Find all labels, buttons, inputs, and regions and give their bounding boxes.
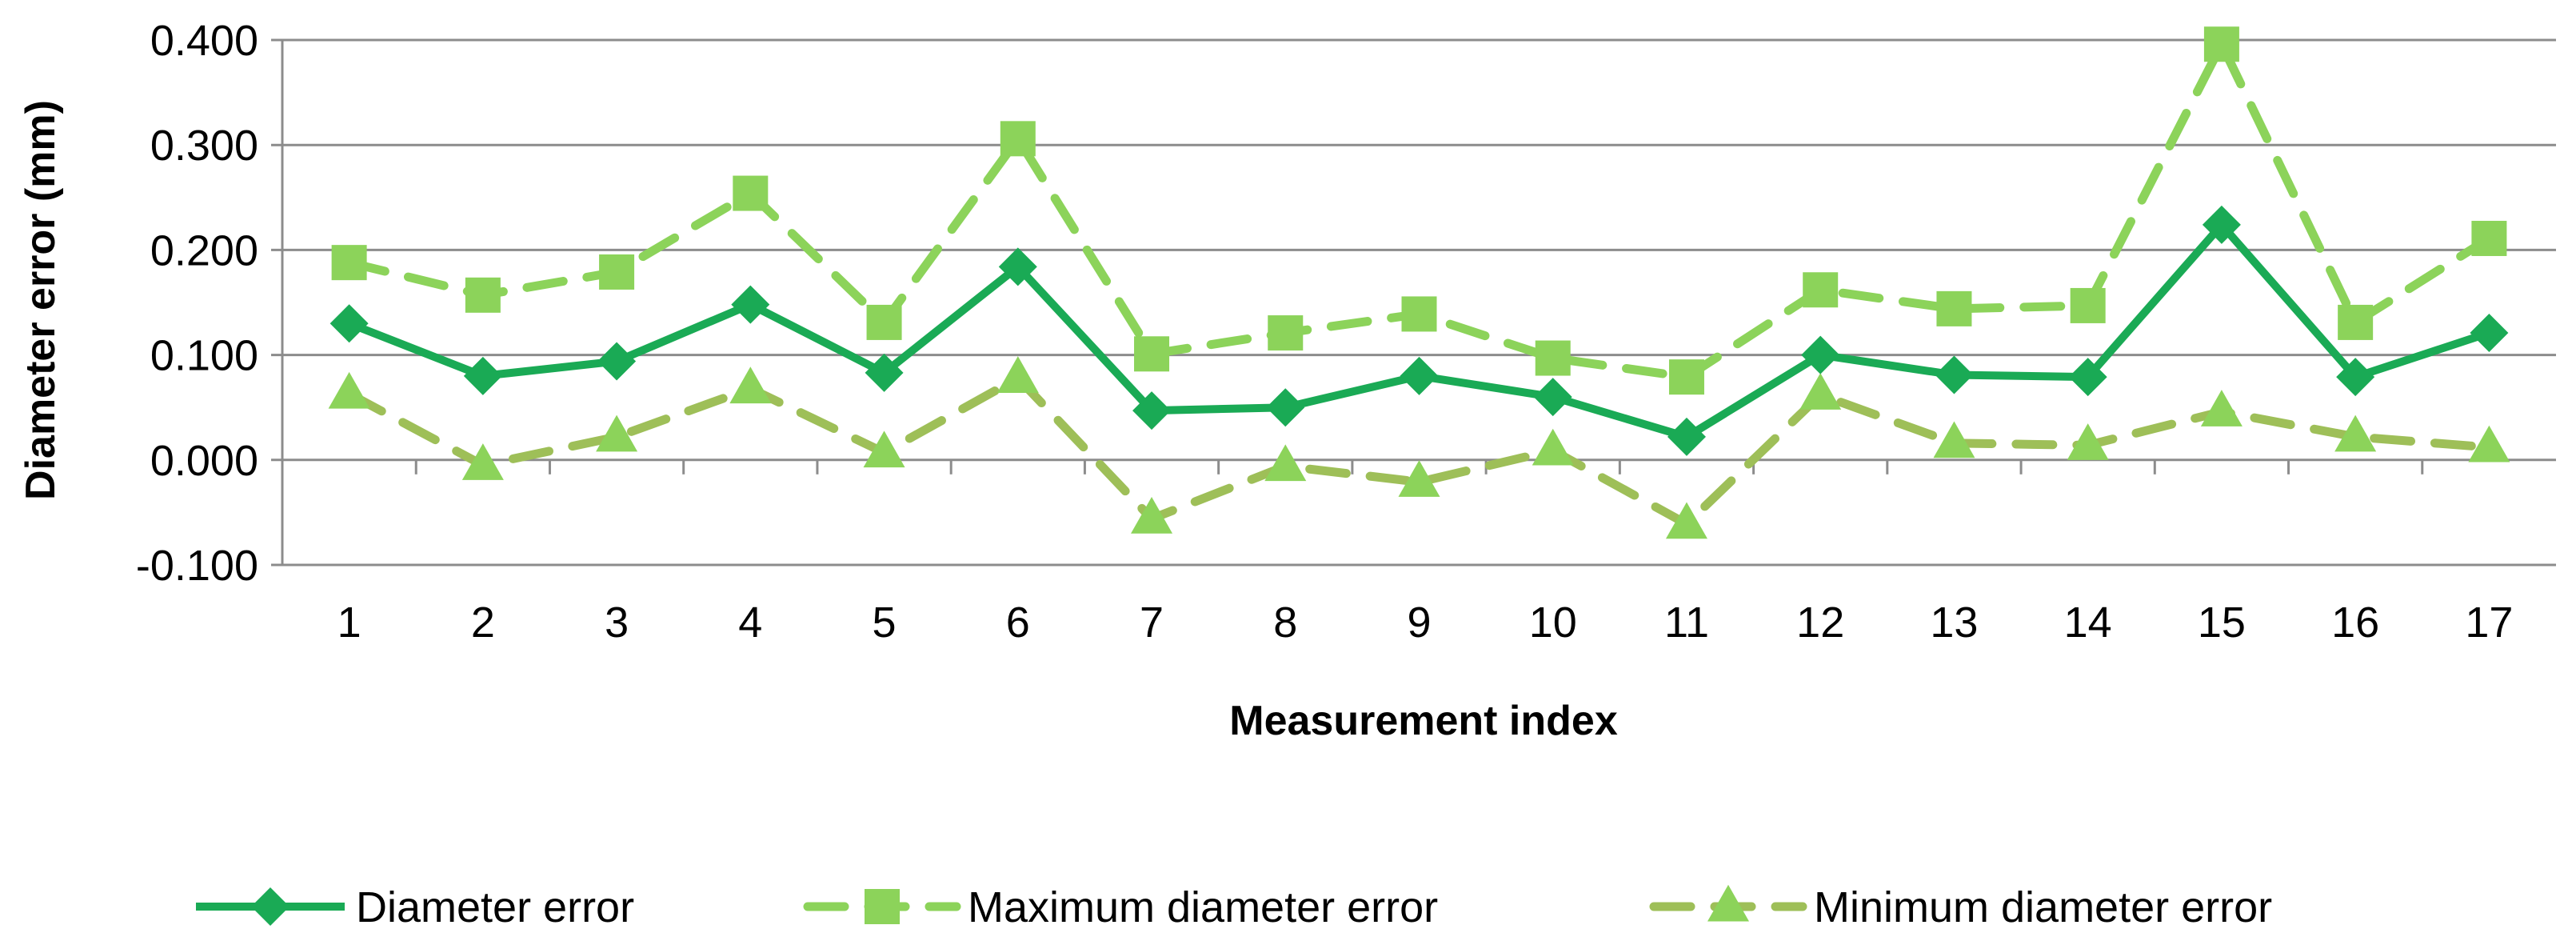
x-tick-label: 17 [2465,599,2513,647]
data-point [863,430,905,468]
y-tick-label: 0.200 [150,226,258,274]
x-tick-label: 2 [471,599,495,647]
legend-label: Diameter error [356,883,634,931]
series-3 [328,356,2510,539]
x-tick-label: 16 [2331,599,2379,647]
data-point [1935,355,1974,394]
data-point [328,371,370,409]
series-group [328,26,2510,539]
data-point [596,414,638,452]
y-tick-label: 0.000 [150,437,258,485]
legend-item: Diameter error [196,883,634,931]
x-tick-label: 9 [1407,599,1431,647]
data-point [866,304,902,340]
x-tick-label: 15 [2198,599,2246,647]
x-tick-label: 4 [738,599,762,647]
x-tick-label: 1 [337,599,361,647]
data-point [461,443,504,480]
legend-item: Minimum diameter error [1649,883,2272,931]
data-point [1131,496,1173,534]
y-tick-label: -0.100 [136,542,258,590]
data-point [1132,391,1172,430]
data-point [2068,358,2107,397]
legend-swatch-marker [251,887,290,926]
data-point [731,285,770,324]
data-point [1268,315,1304,351]
data-point [2203,26,2239,62]
data-point [1398,460,1440,497]
data-point [1533,378,1572,417]
data-point [2070,287,2106,323]
x-tick-label: 12 [1796,599,1844,647]
y-axis-title: Diameter error (mm) [18,100,64,500]
data-point [865,353,904,392]
data-point [1401,296,1437,332]
legend-item: Maximum diameter error [803,883,1438,931]
data-point [2470,314,2509,353]
data-point [1535,340,1571,376]
x-tick-label: 7 [1140,599,1164,647]
x-tick-label: 11 [1664,599,1709,647]
series-line [345,373,2494,529]
data-point [1266,388,1305,427]
data-point [1665,502,1707,539]
y-tick-label: 0.100 [150,332,258,380]
data-point [1933,421,1975,458]
data-point [1803,272,1839,308]
x-tick-label: 5 [873,599,897,647]
data-point [1264,444,1307,482]
data-point [1134,336,1170,372]
data-point [2067,423,2109,460]
data-point [1801,335,1840,374]
series-1 [329,205,2509,456]
data-point [996,356,1039,393]
data-point [2468,425,2510,462]
data-point [733,175,769,211]
data-point [331,245,367,281]
axes [281,40,2424,565]
x-tick-label: 3 [605,599,629,647]
legend-label: Maximum diameter error [968,883,1438,931]
data-point [2336,358,2375,397]
data-point [1000,121,1036,157]
data-point [1799,373,1842,410]
data-point [2334,414,2377,452]
x-tick-label: 8 [1273,599,1297,647]
data-point [729,366,772,404]
data-point [998,247,1037,286]
x-axis-title: Measurement index [1229,698,1618,744]
data-point [2202,205,2241,244]
data-point [1936,290,1972,326]
data-point [2338,304,2374,340]
data-point [329,304,369,343]
data-point [1400,356,1439,395]
series-2 [331,26,2507,395]
data-point [2200,390,2243,426]
data-point [1532,428,1574,466]
data-point [599,254,635,290]
data-point [463,356,502,395]
x-tick-label: 10 [1529,599,1577,647]
data-point [465,277,501,313]
data-point [1667,417,1706,456]
legend-label: Minimum diameter error [1814,883,2272,931]
y-tick-label: 0.400 [150,17,258,65]
data-point [597,342,637,381]
x-tick-label: 13 [1930,599,1978,647]
legend-swatch-marker [865,889,900,924]
y-tick-label: 0.300 [150,122,258,170]
x-tick-label: 6 [1006,599,1030,647]
data-point [2471,220,2507,256]
legend: Diameter error Maximum diameter error Mini… [196,883,2272,931]
data-point [1668,359,1704,395]
x-tick-label: 14 [2064,599,2112,647]
legend-swatch-marker [1707,884,1749,922]
